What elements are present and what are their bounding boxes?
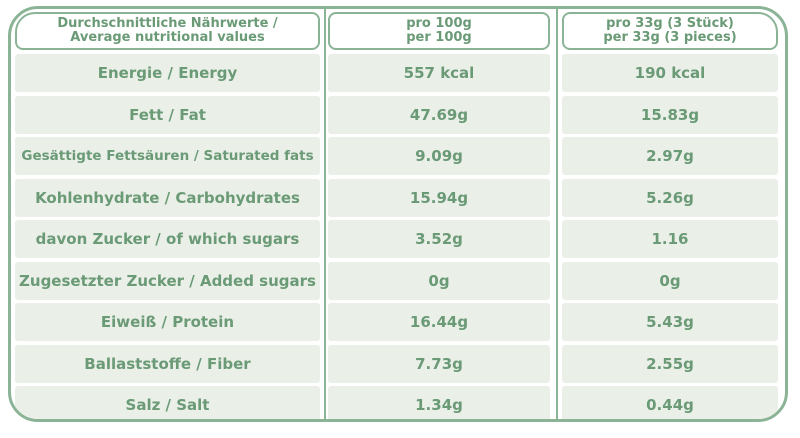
row-value-per-33g: 5.43g (562, 303, 778, 341)
header-per-33g: pro 33g (3 Stück) per 33g (3 pieces) (562, 12, 778, 50)
row-label: Ballaststoffe / Fiber (15, 344, 320, 383)
row-value-per-33g: 1.16 (562, 220, 778, 258)
column-divider (324, 9, 326, 419)
header-per-33g-line2: per 33g (3 pieces) (603, 30, 737, 45)
column-divider (556, 9, 558, 419)
header-per-100g-line1: pro 100g (406, 16, 472, 31)
row-value-per-100g: 16.44g (328, 303, 550, 341)
row-label: Salz / Salt (15, 386, 320, 419)
row-value-per-33g: 2.97g (562, 137, 778, 175)
row-value-per-100g: 7.73g (328, 344, 550, 383)
header-per-100g: pro 100g per 100g (328, 12, 550, 50)
row-value-per-33g: 5.26g (562, 178, 778, 217)
row-label: Zugesetzter Zucker / Added sugars (15, 261, 320, 300)
row-value-per-33g: 0g (562, 261, 778, 300)
row-value-per-33g: 190 kcal (562, 54, 778, 92)
nutrition-table: Durchschnittliche Nährwerte / Average nu… (8, 6, 788, 422)
row-value-per-100g: 15.94g (328, 178, 550, 217)
row-value-per-33g: 0.44g (562, 386, 778, 419)
header-nutrient: Durchschnittliche Nährwerte / Average nu… (15, 12, 320, 50)
header-nutrient-line1: Durchschnittliche Nährwerte / (57, 16, 278, 31)
row-value-per-100g: 3.52g (328, 220, 550, 258)
row-value-per-100g: 47.69g (328, 95, 550, 134)
row-label: Kohlenhydrate / Carbohydrates (15, 178, 320, 217)
header-per-100g-line2: per 100g (406, 30, 472, 45)
row-value-per-33g: 2.55g (562, 344, 778, 383)
row-label: Eiweiß / Protein (15, 303, 320, 341)
row-label: Energie / Energy (15, 54, 320, 92)
row-label: davon Zucker / of which sugars (15, 220, 320, 258)
row-value-per-100g: 1.34g (328, 386, 550, 419)
row-value-per-100g: 9.09g (328, 137, 550, 175)
header-per-33g-line1: pro 33g (3 Stück) (606, 16, 734, 31)
header-nutrient-line2: Average nutritional values (70, 30, 265, 45)
row-label: Fett / Fat (15, 95, 320, 134)
row-value-per-100g: 557 kcal (328, 54, 550, 92)
row-value-per-33g: 15.83g (562, 95, 778, 134)
row-value-per-100g: 0g (328, 261, 550, 300)
row-label: Gesättigte Fettsäuren / Saturated fats (15, 137, 320, 175)
